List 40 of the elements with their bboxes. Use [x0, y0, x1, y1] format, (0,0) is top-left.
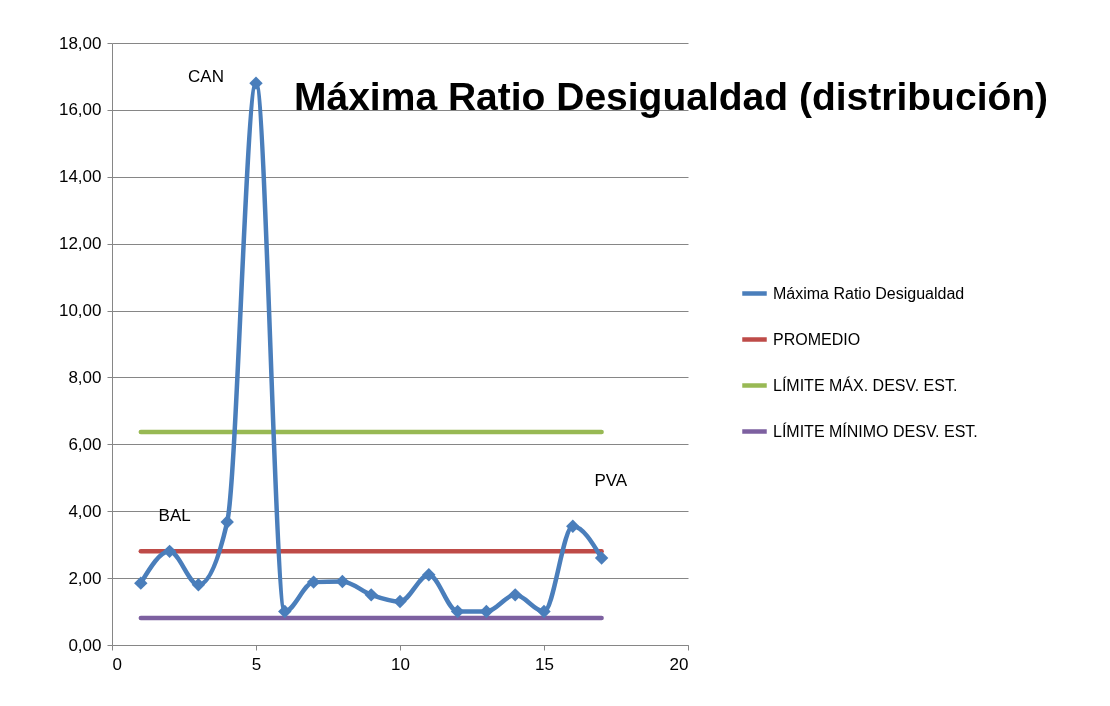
- point: [278, 604, 292, 619]
- legend-label: PROMEDIO: [773, 330, 861, 348]
- point: [220, 515, 234, 529]
- point: [537, 604, 551, 619]
- point: [594, 551, 609, 565]
- point: [249, 76, 263, 90]
- legend-label: LÍMITE MÍNIMO DESV. EST.: [773, 421, 978, 440]
- x-tick-label: 15: [535, 654, 554, 674]
- y-tick-label: 8,00: [68, 367, 102, 387]
- point: [335, 574, 350, 589]
- y-tick-label: 6,00: [68, 434, 102, 454]
- point: [508, 588, 522, 602]
- point: [422, 568, 436, 582]
- x-tick-label: 20: [669, 654, 689, 674]
- legend-label: Máxima Ratio Desigualdad: [773, 284, 965, 302]
- y-tick-label: 16,00: [58, 100, 102, 120]
- point: [306, 575, 321, 589]
- x-tick-label: 0: [112, 654, 122, 674]
- x-tick-label: 10: [391, 654, 410, 674]
- y-tick-label: 10,00: [58, 301, 102, 321]
- annotation: PVA: [594, 471, 628, 491]
- text: Máxima Ratio Desigualdad (distribución): [294, 75, 1049, 118]
- y-tick-label: 0,00: [68, 635, 102, 655]
- point: [134, 576, 148, 590]
- annotation: BAL: [158, 506, 191, 526]
- point: [364, 588, 378, 602]
- y-tick-label: 4,00: [68, 501, 102, 521]
- point: [191, 578, 206, 592]
- y-tick-label: 12,00: [58, 234, 102, 254]
- point: [393, 594, 407, 609]
- point: [479, 604, 494, 619]
- x-tick-label: 5: [251, 654, 262, 674]
- point: [450, 604, 465, 619]
- annotation: CAN: [188, 67, 224, 87]
- y-tick-label: 18,00: [58, 33, 102, 53]
- y-tick-label: 2,00: [68, 568, 102, 588]
- point: [566, 519, 580, 533]
- point: [162, 544, 177, 559]
- y-tick-label: 14,00: [58, 167, 102, 187]
- legend-label: LÍMITE MÁX. DESV. EST.: [773, 375, 958, 394]
